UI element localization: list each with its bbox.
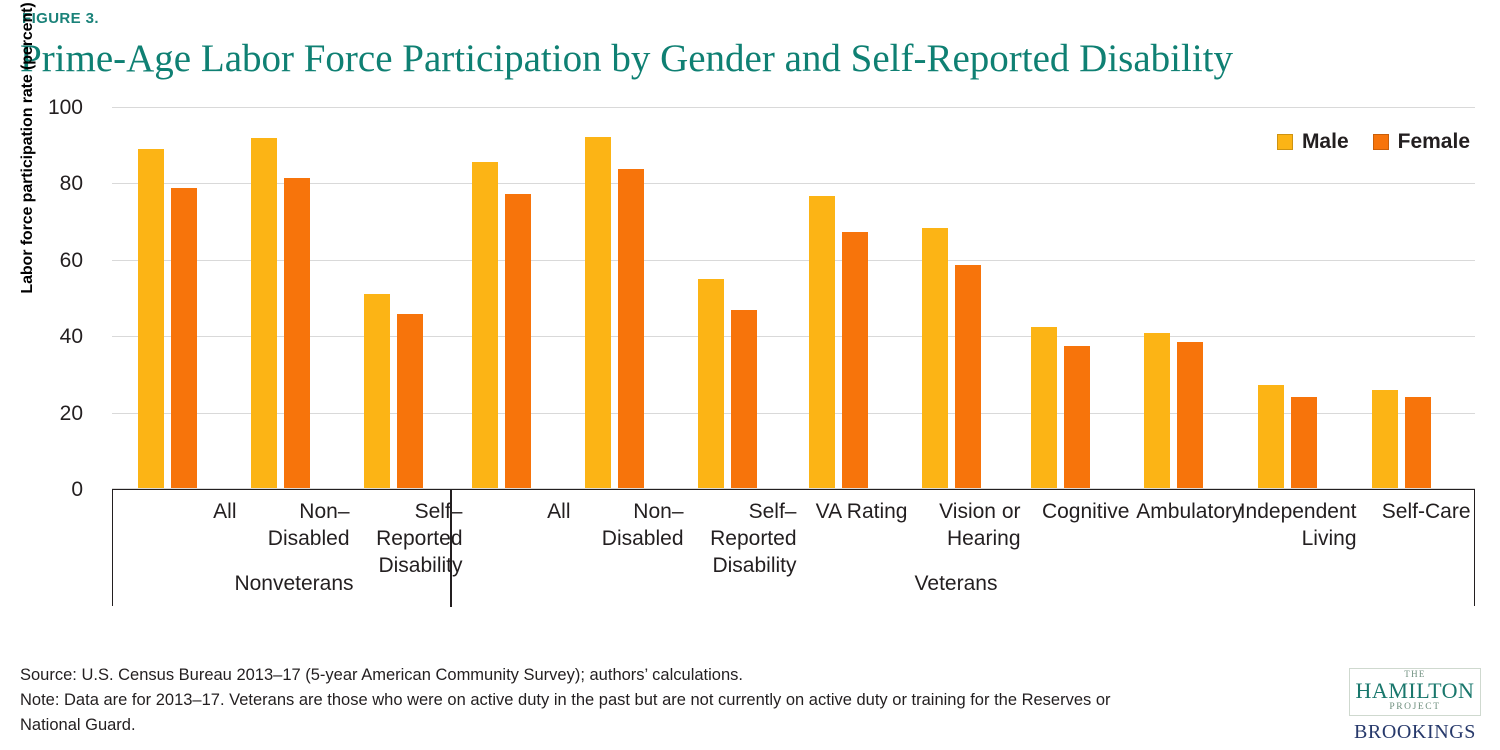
group-label-veterans: Veterans bbox=[914, 572, 998, 595]
y-tick-label: 100 bbox=[47, 96, 83, 119]
category-label-line: Reported bbox=[710, 527, 797, 550]
source-line: Source: U.S. Census Bureau 2013–17 (5-ye… bbox=[20, 666, 743, 684]
category-label-line: Disabled bbox=[601, 527, 684, 550]
category-label-line: Self– bbox=[748, 500, 797, 523]
category-axis-region: All Non– Disabled Self– Reported Disability Al… bbox=[112, 489, 1475, 607]
logo-hamilton-text: HAMILTON bbox=[1355, 678, 1475, 703]
bar-female-10[interactable] bbox=[1290, 396, 1317, 489]
bar-male-0[interactable] bbox=[137, 149, 164, 489]
category-label-line: Non– bbox=[633, 500, 684, 523]
bar-male-7[interactable] bbox=[921, 228, 948, 489]
category-label-2: Self– Reported Disability bbox=[338, 498, 463, 579]
category-label-line: Self-Care bbox=[1381, 500, 1471, 523]
category-label-line: Vision or bbox=[939, 500, 1021, 523]
legend-label: Female bbox=[1397, 130, 1470, 153]
axis-baseline bbox=[112, 488, 1475, 489]
legend-item-female[interactable]: Female bbox=[1372, 130, 1470, 154]
legend-item-male[interactable]: Male bbox=[1276, 130, 1349, 154]
bar-male-5[interactable] bbox=[697, 278, 724, 489]
note-line: Note: Data are for 2013–17. Veterans are… bbox=[20, 691, 1111, 734]
bar-female-0[interactable] bbox=[170, 187, 197, 489]
category-label-11: Self-Care bbox=[1346, 498, 1471, 525]
hamilton-logo-box: THE HAMILTON PROJECT bbox=[1348, 668, 1482, 716]
bar-female-3[interactable] bbox=[504, 194, 531, 489]
bar-female-5[interactable] bbox=[730, 309, 757, 489]
bar-male-1[interactable] bbox=[250, 137, 277, 489]
gridline-60 bbox=[112, 259, 1475, 261]
category-label-line: All bbox=[213, 500, 237, 523]
footer-notes: Source: U.S. Census Bureau 2013–17 (5-ye… bbox=[20, 663, 1170, 738]
category-label-line: Living bbox=[1301, 527, 1357, 550]
category-label-line: VA Rating bbox=[815, 500, 908, 523]
group-divider bbox=[450, 490, 452, 607]
bar-male-2[interactable] bbox=[363, 293, 390, 489]
logo-project-text: PROJECT bbox=[1389, 702, 1441, 712]
plot-area bbox=[112, 107, 1475, 489]
category-label-3: All bbox=[446, 498, 571, 525]
gridline-100 bbox=[112, 107, 1475, 108]
page-title: Prime-Age Labor Force Participation by G… bbox=[20, 37, 1233, 80]
y-tick-label: 60 bbox=[59, 248, 83, 272]
category-label-line: Cognitive bbox=[1041, 500, 1130, 523]
category-label-line: Disability bbox=[712, 554, 797, 577]
category-label-4: Non– Disabled bbox=[559, 498, 684, 552]
category-label-line: Non– bbox=[299, 500, 350, 523]
category-label-6: VA Rating bbox=[783, 498, 908, 525]
y-tick-label: 0 bbox=[71, 478, 83, 501]
legend: Male Female bbox=[1276, 130, 1470, 154]
gridline-80 bbox=[112, 183, 1475, 185]
category-label-line: All bbox=[547, 500, 571, 523]
y-tick-label: 40 bbox=[59, 325, 83, 349]
square-swatch-icon bbox=[1276, 134, 1293, 150]
category-label-line: Independent bbox=[1239, 500, 1357, 523]
bar-male-3[interactable] bbox=[471, 161, 498, 489]
legend-label: Male bbox=[1301, 130, 1349, 153]
category-label-line: Disabled bbox=[267, 527, 350, 550]
square-swatch-icon bbox=[1372, 134, 1389, 150]
bar-female-1[interactable] bbox=[283, 177, 310, 489]
bar-female-6[interactable] bbox=[841, 232, 868, 489]
category-label-line: Reported bbox=[376, 527, 463, 550]
logo-brookings-text: BROOKINGS bbox=[1353, 720, 1477, 743]
bar-female-9[interactable] bbox=[1176, 341, 1203, 489]
category-label-0: All bbox=[112, 498, 237, 525]
y-tick-label: 80 bbox=[59, 172, 83, 196]
bar-male-8[interactable] bbox=[1030, 327, 1057, 489]
hamilton-project-brookings-logo: THE HAMILTON PROJECT BROOKINGS bbox=[1345, 668, 1485, 744]
bar-male-11[interactable] bbox=[1371, 389, 1398, 489]
category-label-5: Self– Reported Disability bbox=[672, 498, 797, 579]
bar-female-7[interactable] bbox=[954, 265, 981, 489]
category-label-7: Vision or Hearing bbox=[896, 498, 1021, 552]
category-label-line: Ambulatory bbox=[1136, 500, 1243, 523]
group-label-nonveterans: Nonveterans bbox=[234, 572, 354, 595]
gridline-40 bbox=[112, 336, 1475, 338]
bar-female-2[interactable] bbox=[396, 314, 423, 489]
bar-male-6[interactable] bbox=[808, 195, 835, 489]
bar-male-10[interactable] bbox=[1257, 384, 1284, 489]
category-label-10: Independent Living bbox=[1232, 498, 1357, 552]
bar-male-9[interactable] bbox=[1143, 333, 1170, 489]
category-label-8: Cognitive bbox=[1005, 498, 1130, 525]
category-label-line: Hearing bbox=[946, 527, 1021, 550]
bar-female-4[interactable] bbox=[617, 169, 644, 489]
bar-female-11[interactable] bbox=[1404, 396, 1431, 489]
bar-female-8[interactable] bbox=[1063, 345, 1090, 489]
logo-the-text: THE bbox=[1404, 669, 1426, 679]
figure-label: FIGURE 3. bbox=[22, 10, 99, 27]
bar-male-4[interactable] bbox=[584, 137, 611, 489]
gridline-20 bbox=[112, 412, 1475, 414]
y-tick-label: 20 bbox=[59, 401, 83, 425]
category-label-1: Non– Disabled bbox=[225, 498, 350, 552]
category-label-line: Disability bbox=[378, 554, 463, 577]
category-label-9: Ambulatory bbox=[1118, 498, 1243, 525]
